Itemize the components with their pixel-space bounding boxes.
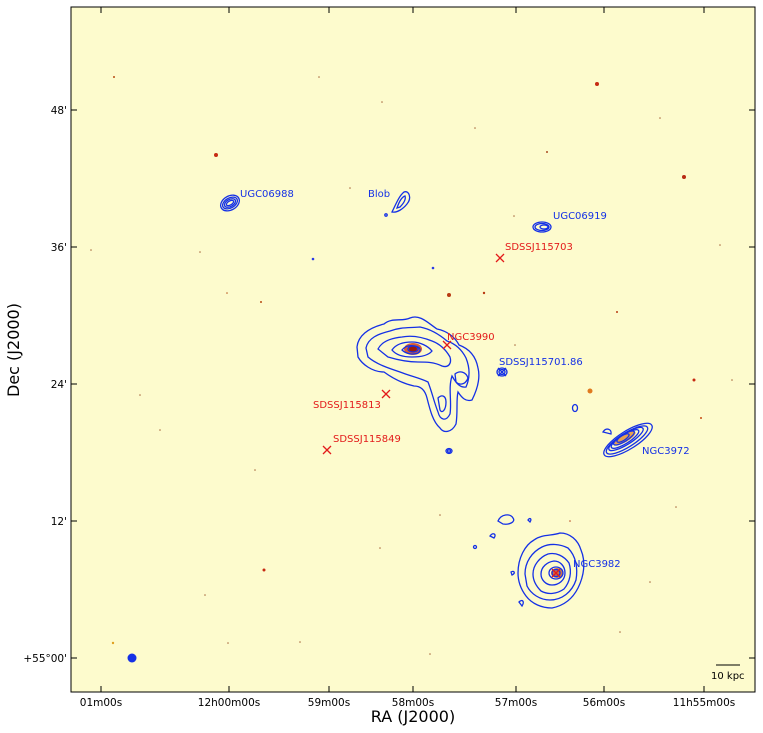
marker-sdssj115701 xyxy=(497,367,507,377)
x-tick-label: 12h00m00s xyxy=(198,697,260,709)
label-ugc06919: UGC06919 xyxy=(553,211,607,222)
label-ugc06988: UGC06988 xyxy=(240,189,294,200)
x-tick-label: 01m00s xyxy=(80,697,122,709)
y-tick-label: 12' xyxy=(51,516,67,528)
y-axis: +55°00' 12' 24' 36' 48' xyxy=(23,105,755,665)
y-tick-label: 48' xyxy=(51,105,67,117)
star-field xyxy=(90,76,733,655)
label-ngc3990: NGC3990 xyxy=(447,332,495,343)
scale-bar: 10 kpc xyxy=(711,664,745,682)
scale-bar-label: 10 kpc xyxy=(711,671,745,682)
contour-ugc06919 xyxy=(532,221,552,233)
label-sdssj115701: SDSSJ115701.86 xyxy=(499,357,583,368)
x-axis-title: RA (J2000) xyxy=(371,707,455,726)
x-tick-label: 58m00s xyxy=(392,697,434,709)
y-axis-title: Dec (J2000) xyxy=(4,303,23,397)
x-tick-label: 56m00s xyxy=(583,697,625,709)
x-tick-label: 11h55m00s xyxy=(673,697,735,709)
contour-ngc3982 xyxy=(472,514,585,609)
contour-ngc3972 xyxy=(571,403,653,458)
contour-sdssj115701 xyxy=(496,367,508,377)
label-sdssj115849: SDSSJ115849 xyxy=(333,434,401,445)
x-tick-label: 57m00s xyxy=(495,697,537,709)
beam-ellipse xyxy=(127,653,137,663)
label-blob: Blob xyxy=(368,189,390,200)
y-tick-label: +55°00' xyxy=(23,653,67,665)
source-labels: UGC06988 Blob UGC06919 SDSSJ115703 NGC39… xyxy=(240,189,690,570)
label-sdssj115813: SDSSJ115813 xyxy=(313,400,381,411)
marker-ngc3990 xyxy=(442,340,452,350)
x-axis: 01m00s 12h00m00s 59m00s 58m00s 57m00s 56m00s 1… xyxy=(80,7,735,709)
contour-blob xyxy=(384,191,411,217)
label-ngc3982: NGC3982 xyxy=(573,559,621,570)
y-tick-label: 24' xyxy=(51,379,67,391)
marker-ngc3982 xyxy=(551,568,561,578)
marker-sdssj115813 xyxy=(381,389,391,399)
markers xyxy=(322,253,561,578)
marker-sdssj115703 xyxy=(495,253,505,263)
contour-ugc06988 xyxy=(220,194,240,212)
x-tick-label: 59m00s xyxy=(308,697,350,709)
marker-sdssj115849 xyxy=(322,445,332,455)
label-sdssj115703: SDSSJ115703 xyxy=(505,242,573,253)
contour-ngc3990-complex xyxy=(356,316,480,455)
label-ngc3972: NGC3972 xyxy=(642,446,690,457)
y-tick-label: 36' xyxy=(51,242,67,254)
